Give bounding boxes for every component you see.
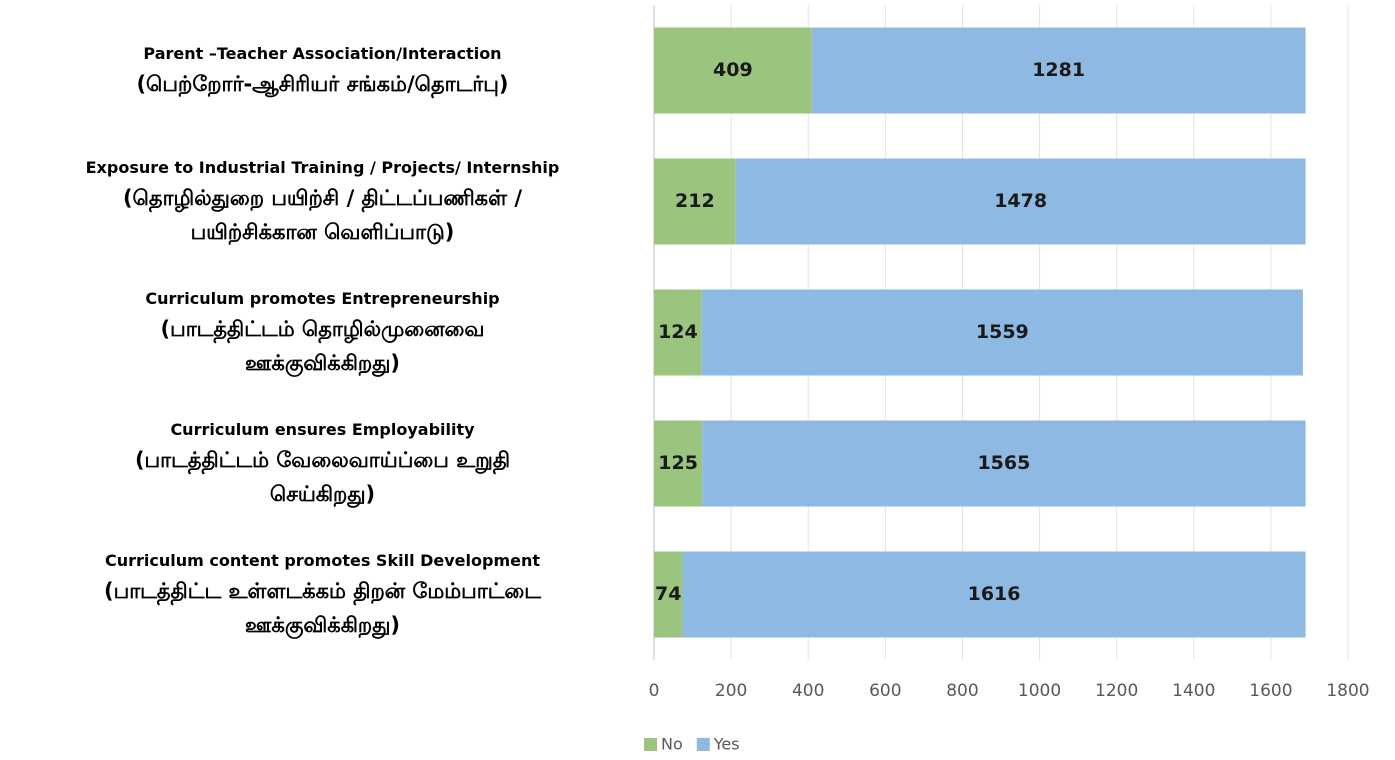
x-tick-label: 800 <box>946 681 978 701</box>
x-tick-label: 1600 <box>1249 681 1292 701</box>
value-label: 1559 <box>976 321 1029 343</box>
category-label: Curriculum ensures Employability (பாடத்தி… <box>134 419 511 506</box>
bar-segment <box>654 420 703 507</box>
legend-swatch <box>644 738 657 751</box>
value-label: 1565 <box>977 452 1030 474</box>
bar-segment <box>654 27 812 114</box>
category-label: Exposure to Industrial Training / Projec… <box>85 157 560 244</box>
value-label: 1281 <box>1032 59 1085 81</box>
value-label: 409 <box>713 59 753 81</box>
bar-segment <box>701 289 1303 376</box>
value-label: 1616 <box>968 583 1021 605</box>
bar-segment <box>735 158 1306 245</box>
x-tick-label: 1200 <box>1095 681 1138 701</box>
x-tick-label: 400 <box>792 681 824 701</box>
x-tick-label: 200 <box>715 681 747 701</box>
bar-segment <box>654 289 702 376</box>
bar-segment <box>682 551 1306 638</box>
bar-segment <box>654 158 736 245</box>
bar-segment <box>811 27 1306 114</box>
x-tick-label: 1800 <box>1326 681 1369 701</box>
legend-label: No <box>661 735 683 754</box>
x-tick-label: 0 <box>649 681 660 701</box>
x-tick-label: 600 <box>869 681 901 701</box>
value-label: 124 <box>658 321 698 343</box>
category-label: Curriculum promotes Entrepreneurship (பாட… <box>145 288 500 375</box>
legend-label: Yes <box>713 735 740 754</box>
x-tick-label: 1000 <box>1018 681 1061 701</box>
value-label: 1478 <box>994 190 1047 212</box>
category-label: Curriculum content promotes Skill Develo… <box>103 550 542 637</box>
category-label: Parent –Teacher Association/Interaction(… <box>136 43 509 96</box>
legend-swatch <box>696 738 710 751</box>
value-label: 125 <box>658 452 698 474</box>
bar-segment <box>702 420 1306 507</box>
bar-segment <box>654 551 683 638</box>
value-label: 212 <box>675 190 715 212</box>
x-tick-label: 1400 <box>1172 681 1215 701</box>
value-label: 74 <box>655 583 681 605</box>
